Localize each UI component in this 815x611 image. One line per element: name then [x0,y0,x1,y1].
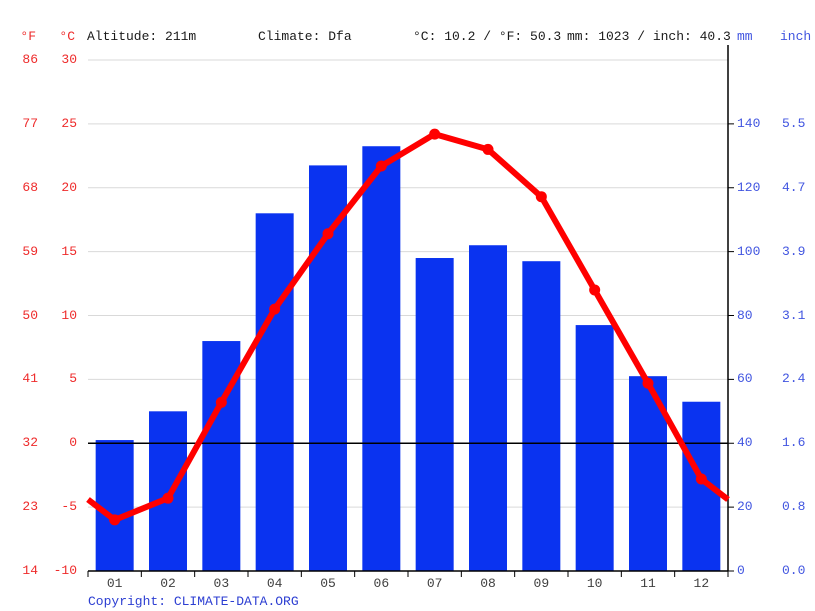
y-axis-label-inch: 0.0 [782,563,806,578]
header-climate-zone: Climate: Dfa [258,29,352,44]
precip-bar[interactable] [95,440,134,571]
copyright-label: Copyright: [88,594,174,609]
y-axis-label-fahrenheit: 23 [22,499,38,515]
x-axis-label-month: 04 [266,576,283,591]
plot-area [86,45,734,577]
copyright-link[interactable]: CLIMATE-DATA.ORG [173,594,299,609]
y-axis-label-mm: 100 [737,243,761,259]
precip-bar[interactable] [255,213,294,572]
x-axis-label-month: 05 [320,576,336,591]
y-axis-label-fahrenheit: 86 [22,52,38,67]
y-axis-label-fahrenheit: 68 [22,179,38,195]
precip-bar[interactable] [522,261,561,571]
temp-point[interactable] [642,377,654,389]
temp-point[interactable] [589,284,601,296]
y-axis-label-mm: 0 [737,563,745,578]
header-mean-temperature: °C: 10.2 / °F: 50.3 [413,29,562,44]
precip-bar[interactable] [575,325,614,571]
y-axis-label-fahrenheit: 14 [22,563,38,578]
y-axis-label-fahrenheit: 32 [22,435,38,451]
x-axis-label-month: 08 [480,576,496,591]
precip-bar[interactable] [362,146,401,571]
x-axis-label-month: 09 [533,576,550,591]
y-axis-label-celsius: 10 [61,307,77,323]
y-axis-label-celsius: 0 [69,435,77,451]
temp-point[interactable] [162,492,174,504]
precip-bar[interactable] [309,165,347,572]
x-axis-label-month: 01 [106,576,123,591]
header-unit-celsius: °C [59,29,75,44]
y-axis-label-inch: 5.5 [782,115,806,131]
y-axis-label-fahrenheit: 77 [22,115,38,131]
precip-bar[interactable] [149,411,187,571]
x-axis-label-month: 03 [213,576,230,591]
y-axis-label-celsius: 20 [61,179,77,195]
y-axis-label-fahrenheit: 59 [22,243,38,259]
y-axis-label-inch: 1.6 [782,435,806,451]
y-axis-label-celsius: 5 [69,371,77,387]
x-axis-label-month: 06 [373,576,390,591]
x-axis-label-month: 10 [586,576,603,591]
x-axis-label-month: 11 [640,576,656,591]
precip-bar[interactable] [415,258,454,571]
temp-point[interactable] [269,303,281,315]
y-axis-label-celsius: 15 [61,243,77,259]
header-altitude: Altitude: 211m [87,29,197,44]
temp-point[interactable] [429,128,441,140]
y-axis-label-mm: 40 [737,435,753,451]
y-axis-label-celsius: -10 [53,563,77,578]
y-axis-label-celsius: -5 [61,499,77,515]
y-axis-label-inch: 4.7 [782,179,806,195]
temp-point[interactable] [109,514,121,526]
y-axis-label-celsius: 30 [61,52,77,67]
y-axis-label-celsius: 25 [61,115,77,131]
y-axis-label-inch: 0.8 [782,499,806,515]
y-axis-label-mm: 80 [737,307,753,323]
y-axis-label-mm: 140 [737,115,761,131]
y-axis-label-inch: 3.9 [782,243,806,259]
header-unit-inch: inch [780,29,812,44]
temp-point[interactable] [482,143,494,155]
copyright: Copyright: CLIMATE-DATA.ORG [88,594,299,609]
y-axis-label-inch: 2.4 [782,371,806,387]
temperature-line [86,131,730,523]
header-total-precipitation: mm: 1023 / inch: 40.3 [567,29,731,44]
temp-point[interactable] [322,228,334,240]
x-axis-label-month: 07 [426,576,443,591]
temp-point[interactable] [375,160,387,172]
temp-point[interactable] [695,473,707,485]
y-axis-label-mm: 20 [737,499,753,515]
header-unit-fahrenheit: °F [20,29,36,44]
y-axis-label-fahrenheit: 41 [22,371,38,387]
header-unit-mm: mm [737,29,753,44]
temp-point[interactable] [215,396,227,408]
temp-point[interactable] [535,191,547,203]
y-axis-label-inch: 3.1 [782,307,806,323]
y-axis-label-mm: 120 [737,179,761,195]
x-axis-label-month: 02 [160,576,176,591]
y-axis-label-fahrenheit: 50 [22,307,38,323]
x-axis-label-month: 12 [693,576,710,591]
y-axis-label-mm: 60 [737,371,753,387]
precip-bar[interactable] [469,245,507,572]
